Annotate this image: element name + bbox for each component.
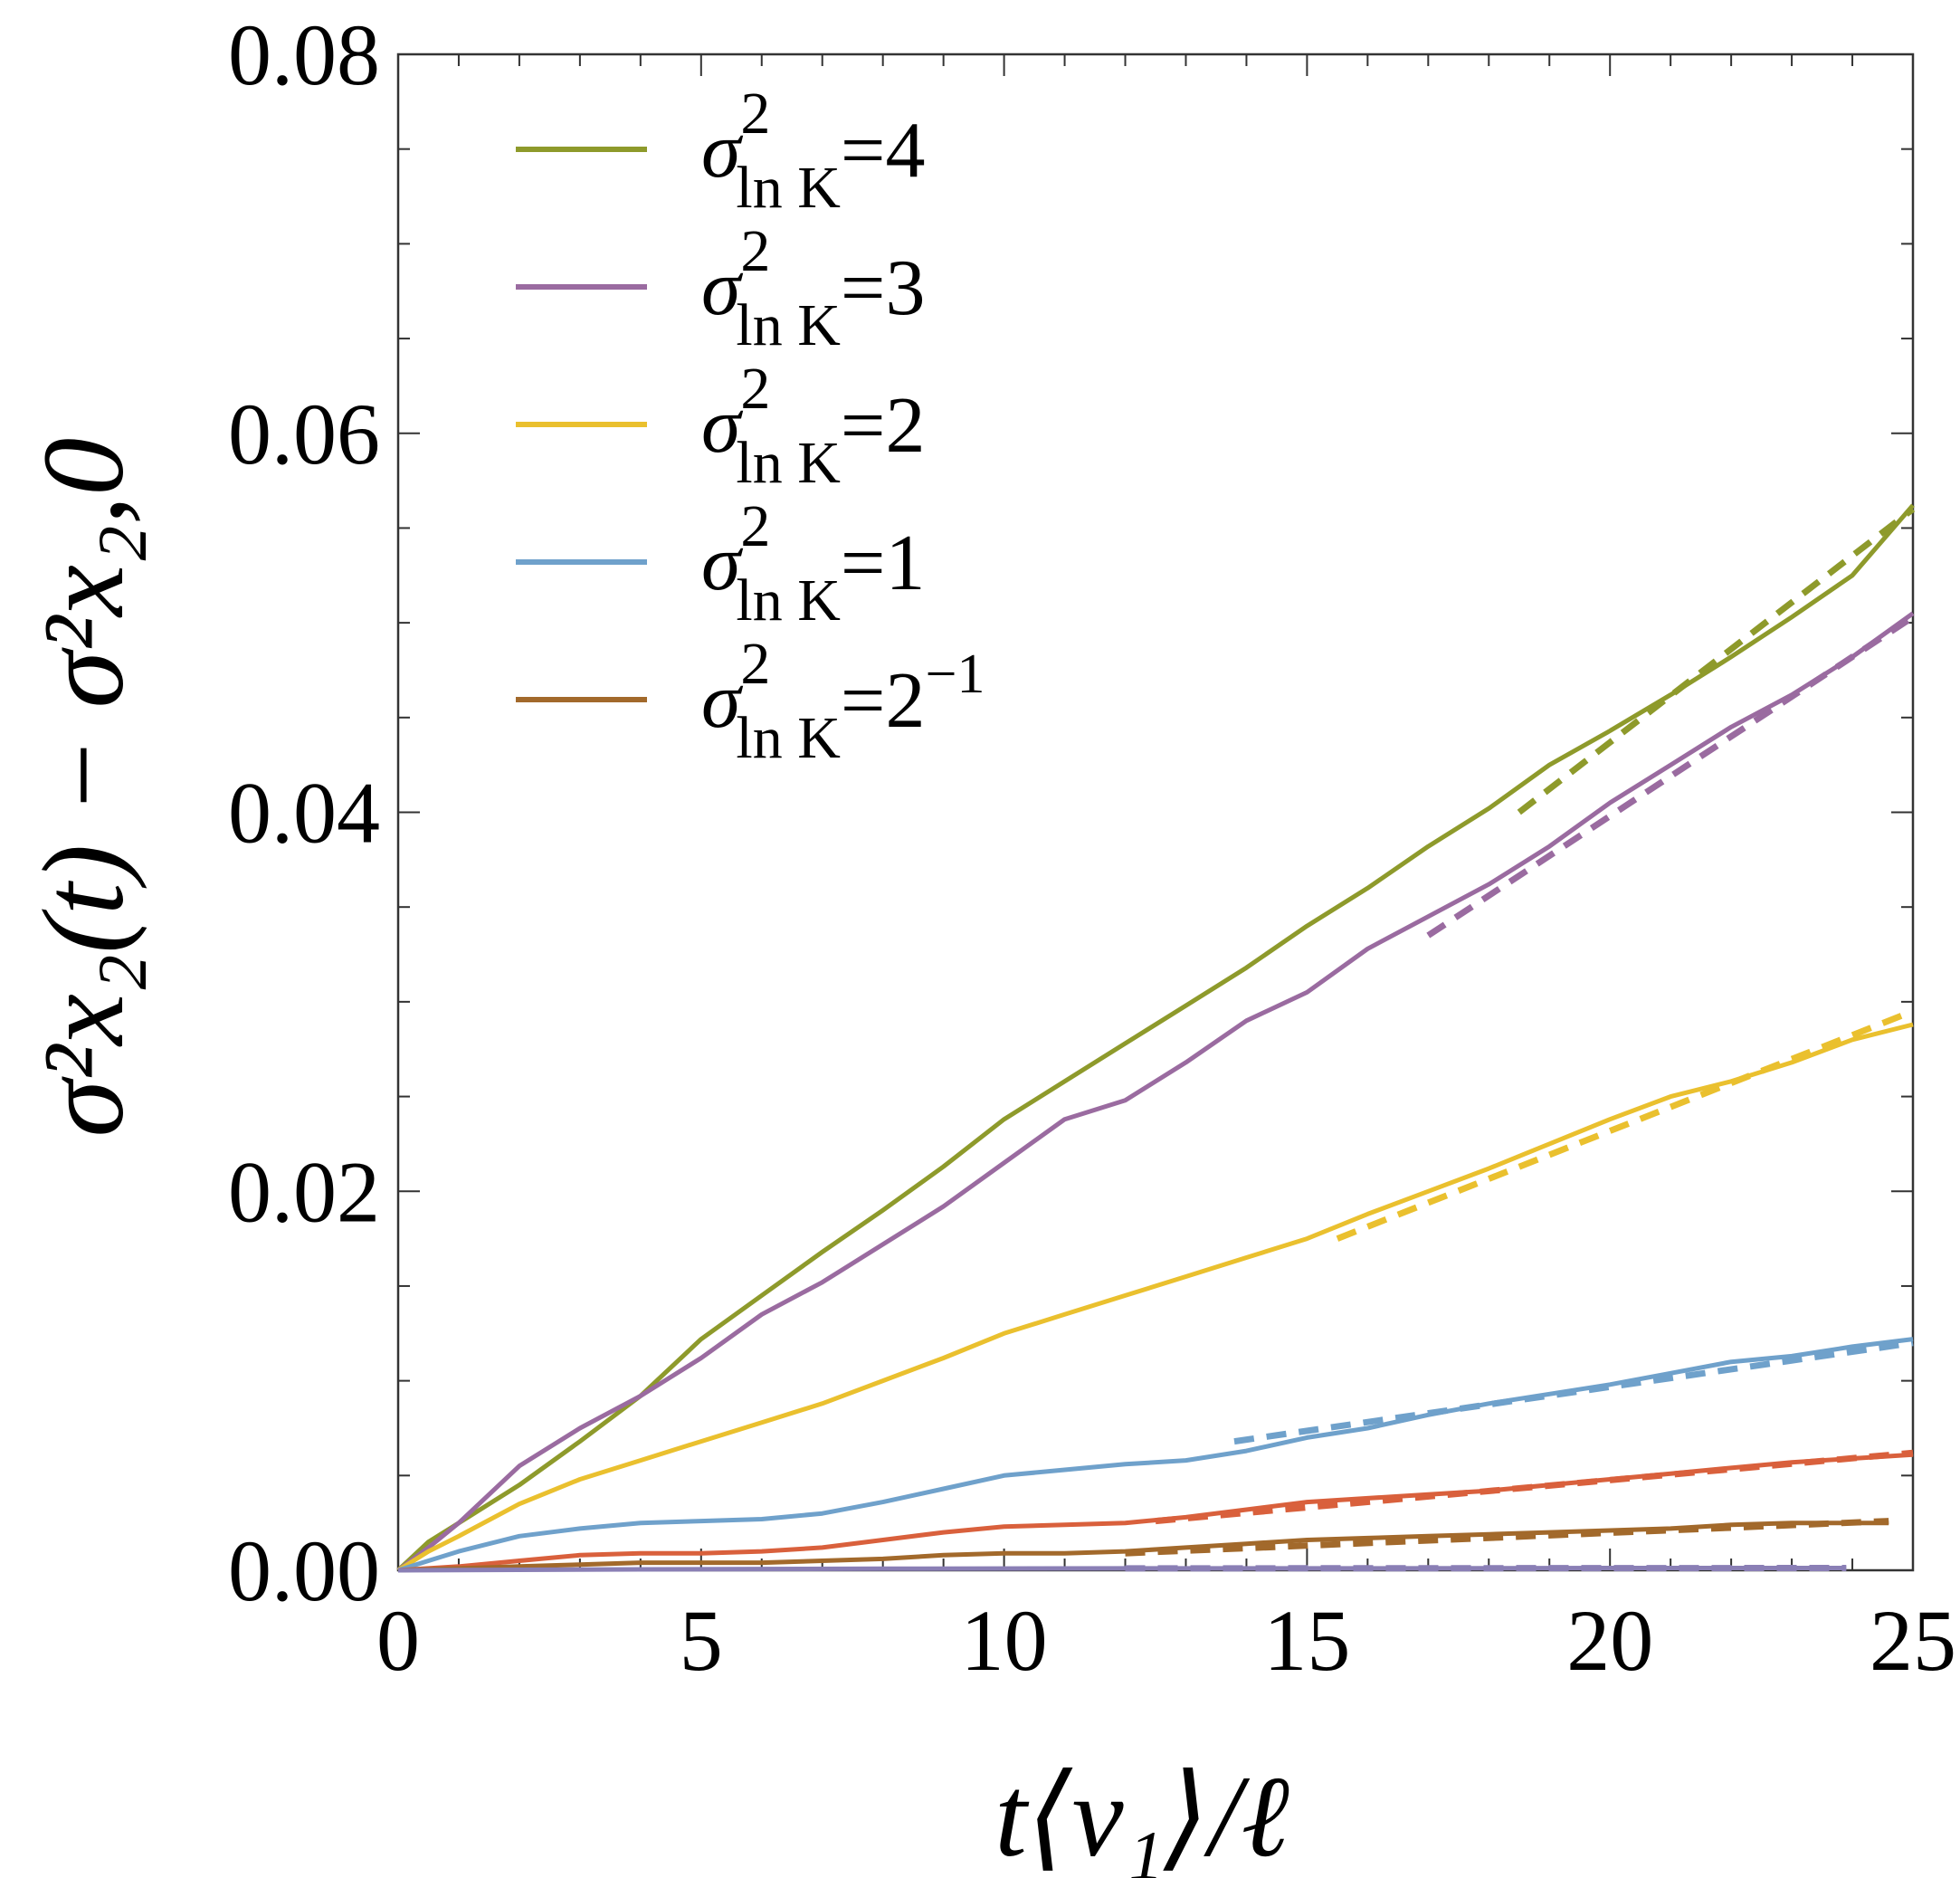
series-sred [397,1449,1914,1573]
axis-ticks [397,53,1914,1571]
series-fit-dashed [1233,1339,1914,1445]
plot-border [396,52,1915,1572]
legend-label: σ2 ln K=2 [701,356,926,496]
x-tick-label: 15 [1263,1592,1350,1689]
x-tick-label: 5 [680,1592,723,1689]
legend: σ2 ln K=4σ2 ln K=3σ2 ln K=2σ2 ln K=1σ2 ln K=2… [516,81,985,771]
series-spurple [397,1565,1847,1573]
y-tick-label: 0.00 [228,1522,380,1619]
y-tick-label: 0.04 [228,765,380,862]
y-tick-label: 0.02 [228,1143,380,1240]
series-line [396,1022,1914,1573]
series-line [396,611,1915,1573]
axis-tick-labels: 0 5 10 15 20 25 0.00 0.02 0.04 0.06 0.08 [228,6,1956,1689]
y-axis-label: σ²x₂(t) − σ²x₂,0 [19,438,147,1138]
series-line [397,1337,1914,1573]
series-line [396,503,1915,1572]
legend-entry: σ2 ln K=2 [516,356,926,496]
legend-entry: σ2 ln K=2−1 [516,631,985,771]
series-s05 [397,1518,1889,1573]
plot-frame [396,52,1915,1572]
legend-entry: σ2 ln K=3 [516,218,926,358]
series-fit-dashed [1426,614,1915,939]
x-tick-label: 20 [1566,1592,1653,1689]
legend-label: σ2 ln K=4 [701,81,926,221]
x-tick-label: 25 [1870,1592,1956,1689]
legend-label: σ2 ln K=2−1 [701,631,985,771]
x-tick-label: 10 [961,1592,1048,1689]
series-s4 [396,503,1916,1572]
legend-entry: σ2 ln K=4 [516,81,926,221]
x-axis-label: t⟨v₁⟩/ℓ [994,1752,1289,1878]
x-tick-label: 0 [376,1592,420,1689]
legend-label: σ2 ln K=1 [701,493,926,634]
series-layer [396,503,1916,1573]
y-tick-label: 0.08 [228,6,380,103]
series-s1 [397,1337,1914,1573]
series-fit-dashed [1155,1449,1914,1525]
series-fit-dashed [1336,1008,1915,1242]
legend-entry: σ2 ln K=1 [516,493,926,634]
series-s2 [396,1008,1915,1573]
legend-label: σ2 ln K=3 [701,218,926,358]
y-tick-label: 0.06 [228,386,380,482]
series-fit-dashed [1125,1518,1889,1557]
series-fit-dashed [1517,506,1916,815]
series-s3 [396,611,1915,1573]
